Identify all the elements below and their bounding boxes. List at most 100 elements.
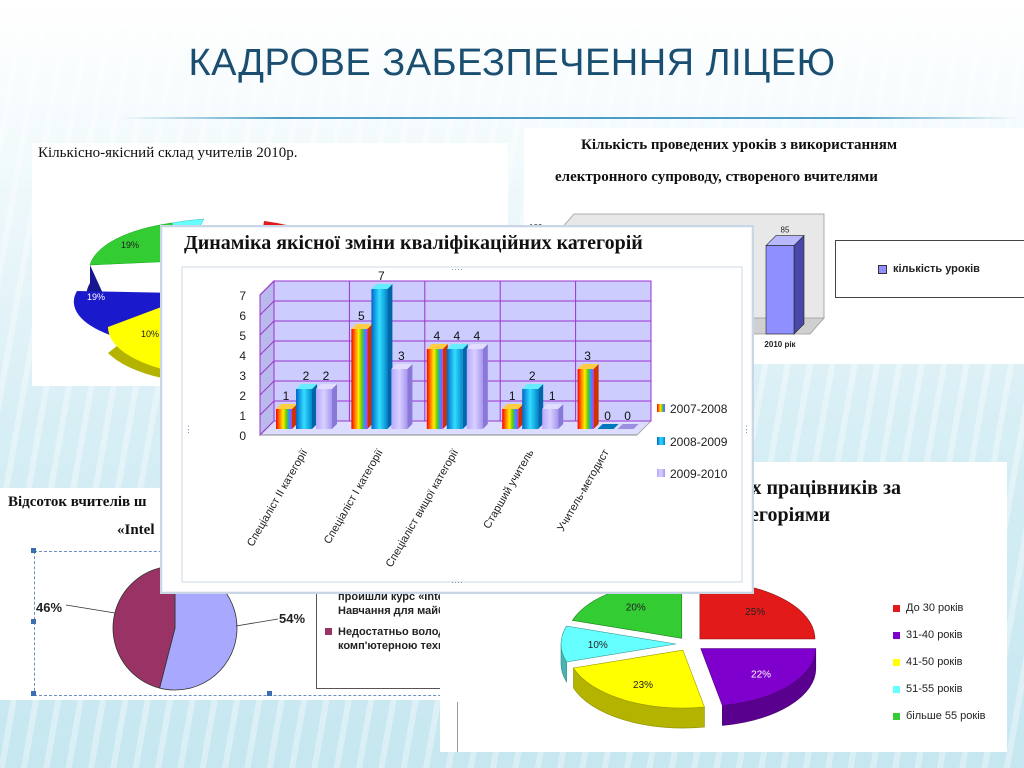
- bar-top: [316, 384, 337, 389]
- selection-handle[interactable]: [31, 619, 36, 624]
- intel-legend-label-insufficient: Недостатньо володіють комп'ютерною техні…: [338, 626, 470, 652]
- age-slice-label: 23%: [633, 680, 653, 691]
- intel-leader-line: [235, 618, 279, 627]
- gridline-side: [259, 300, 275, 316]
- legend-label: 2009-2010: [670, 467, 728, 481]
- age-legend-item: 41-50 років: [893, 655, 986, 669]
- lessons-chart-title-line2: електронного супроводу, створеного вчите…: [555, 169, 878, 185]
- bar-value-label: 2: [529, 369, 536, 383]
- bar-top: [351, 324, 373, 329]
- selection-handle[interactable]: [31, 548, 36, 553]
- teachers-slice-label: 19%: [121, 240, 139, 250]
- gridline-side: [259, 320, 275, 336]
- frame-grip: ⋮: [184, 424, 193, 434]
- bar-top: [371, 284, 393, 289]
- age-legend-label: більше 55 років: [906, 710, 986, 722]
- bar-side: [312, 384, 317, 429]
- lessons-legend-swatch: [878, 265, 887, 274]
- y-tick-label: 6: [239, 309, 246, 323]
- bar-side: [482, 344, 488, 429]
- bar-value-label: 0: [624, 409, 631, 423]
- bar-value-label: 3: [398, 349, 405, 363]
- age-slice-label: 10%: [588, 640, 608, 651]
- bar-value-label: 4: [433, 329, 440, 343]
- gridline-side: [259, 340, 275, 356]
- age-legend-item: 31-40 років: [893, 628, 986, 642]
- bar: [577, 369, 594, 429]
- lessons-bar-label: 85: [781, 226, 790, 235]
- legend-label: 2008-2009: [670, 435, 728, 449]
- bar-value-label: 2: [323, 369, 330, 383]
- age-chart-title-line2: егоріями: [750, 504, 831, 526]
- intel-label-passed: 54%: [279, 611, 305, 626]
- age-slice-label: 25%: [745, 607, 765, 618]
- age-legend-label: 51-55 років: [906, 683, 963, 695]
- bar-value-label: 4: [473, 329, 480, 343]
- age-slice-label: 22%: [751, 670, 771, 681]
- y-tick-label: 4: [239, 349, 246, 363]
- selection-handle[interactable]: [31, 691, 36, 696]
- age-legend-label: 41-50 років: [906, 656, 963, 668]
- intel-legend-swatch-insufficient: [325, 628, 332, 635]
- lessons-legend-label: кількість уроків: [893, 263, 980, 275]
- bar-value-label: 2: [303, 369, 310, 383]
- lessons-x-label: 2010 рік: [764, 340, 796, 349]
- bar: [466, 349, 483, 429]
- bar: [502, 409, 519, 429]
- gridline-side: [259, 400, 275, 416]
- intel-chart-title-line1: Відсоток вчителів ш: [8, 494, 147, 510]
- teachers-slice-green: [89, 222, 181, 266]
- age-groups-pie: 25% 22% 23% 10% 20%: [560, 579, 817, 729]
- selection-handle[interactable]: [267, 691, 272, 696]
- bar-flat: [617, 424, 639, 429]
- bar-side: [593, 364, 599, 429]
- bar-value-label: 5: [358, 309, 365, 323]
- age-legend-item: До 30 років: [893, 601, 986, 615]
- age-legend-label: До 30 років: [906, 602, 964, 614]
- teachers-slice-label: 10%: [141, 329, 159, 339]
- age-legend-swatch: [893, 712, 900, 720]
- lessons-chart-title-line1: Кількість проведених уроків з використан…: [581, 137, 898, 153]
- frame-grip: ····: [451, 577, 463, 587]
- bar-value-label: 1: [283, 389, 290, 403]
- age-groups-chart-panel: их працівників за егоріями 25% 22% 23% 10% 2…: [440, 462, 1007, 752]
- age-chart-left-border: [457, 702, 458, 752]
- age-legend-swatch: [893, 658, 900, 666]
- bar: [296, 389, 312, 429]
- bar: [371, 289, 388, 429]
- bar: [426, 349, 443, 429]
- intel-legend-item-insufficient: Недостатньо володіють комп'ютерною техні…: [325, 625, 503, 653]
- category-dynamics-chart-frame[interactable]: Динаміка якісної зміни кваліфікаційних к…: [160, 225, 754, 594]
- category-dynamics-bar-chart: ········⋮ ⋮01234567154132742023410Спеціал…: [181, 264, 751, 587]
- bar-value-label: 1: [549, 389, 556, 403]
- category-dynamics-title: Динаміка якісної зміни кваліфікаційних к…: [184, 232, 643, 254]
- age-slice: [560, 625, 677, 663]
- age-legend: До 30 років 31-40 років 41-50 років 51-5…: [893, 601, 986, 736]
- y-tick-label: 7: [239, 289, 246, 303]
- legend-swatch: [657, 437, 665, 445]
- age-slice: [700, 648, 817, 706]
- y-tick-label: 2: [239, 389, 246, 403]
- age-legend-swatch: [893, 631, 900, 639]
- age-slice: [573, 649, 705, 709]
- bar-top: [577, 364, 599, 369]
- frame-grip: ⋮: [742, 424, 751, 434]
- y-tick-label: 5: [239, 329, 246, 343]
- intel-label-insufficient: 46%: [36, 600, 62, 615]
- bar-side: [518, 404, 524, 429]
- bar-side: [442, 344, 448, 429]
- teachers-slice-blue: [73, 291, 180, 335]
- lessons-legend-item: кількість уроків: [878, 262, 980, 276]
- y-tick-label: 3: [239, 369, 246, 383]
- bar-top: [276, 404, 297, 409]
- bar-value-label: 1: [509, 389, 516, 403]
- bar-side: [538, 384, 544, 429]
- title-divider: [120, 117, 1020, 119]
- bar-top: [446, 344, 468, 349]
- lessons-legend: кількість уроків: [835, 240, 1024, 298]
- bar: [351, 329, 368, 429]
- bar: [316, 389, 332, 429]
- slide-title: КАДРОВЕ ЗАБЕЗПЕЧЕННЯ ЛІЦЕЮ: [188, 42, 836, 84]
- age-legend-item: 51-55 років: [893, 682, 986, 696]
- bar-top: [391, 364, 413, 369]
